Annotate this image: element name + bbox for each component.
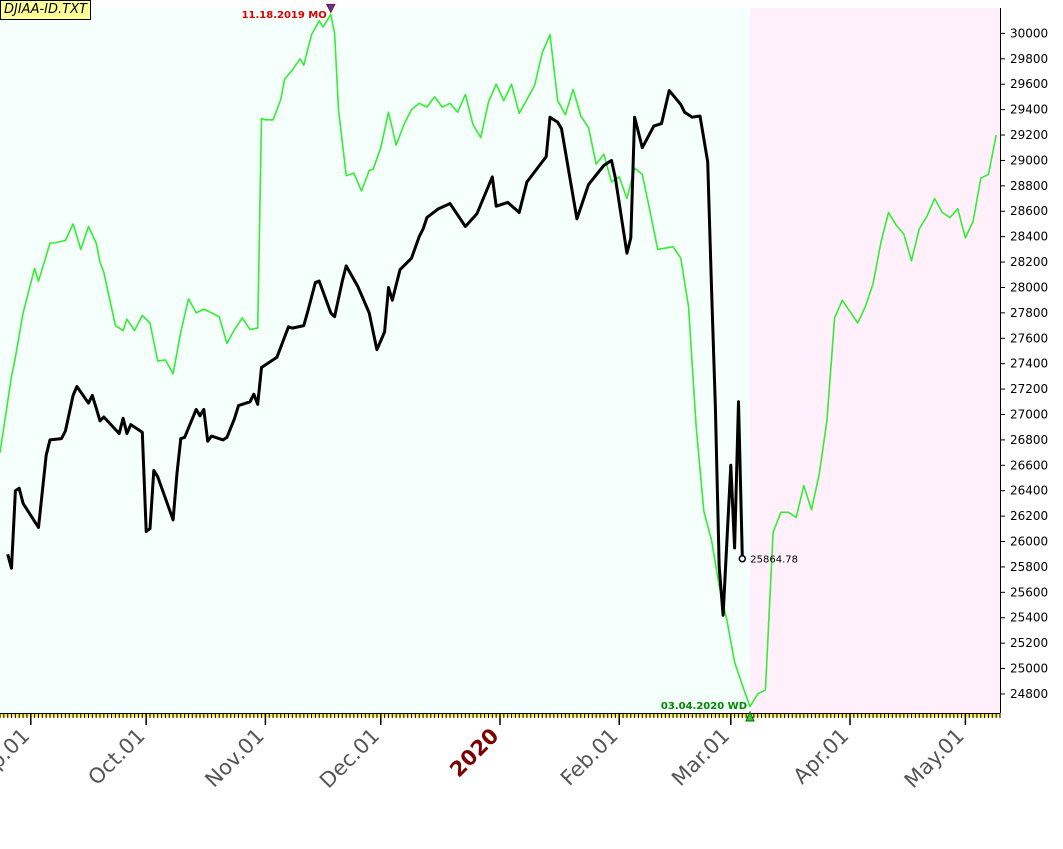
- high-marker-arrow: [325, 3, 336, 14]
- x-tick-label: Mar.01: [667, 724, 734, 791]
- y-tick-label: 27000: [1010, 407, 1048, 421]
- y-tick-label: 25400: [1010, 611, 1048, 625]
- y-tick-label: 27200: [1010, 382, 1048, 396]
- y-tick-label: 27400: [1010, 357, 1048, 371]
- high-label: 11.18.2019 MO: [242, 10, 327, 21]
- y-tick-label: 26800: [1010, 433, 1048, 447]
- y-tick-label: 26200: [1010, 509, 1048, 523]
- y-tick-label: 25000: [1010, 662, 1048, 676]
- y-tick-label: 29200: [1010, 128, 1048, 142]
- last-value-marker: [738, 554, 747, 563]
- annotations: 11.18.2019 MO 03.04.2020 WD 25864.78: [242, 3, 798, 722]
- y-tick-label: 25800: [1010, 560, 1048, 574]
- chart-background: [0, 8, 1000, 713]
- y-tick-label: 29400: [1010, 103, 1048, 117]
- y-tick-label: 25200: [1010, 636, 1048, 650]
- y-tick-label: 24800: [1010, 687, 1048, 701]
- y-tick-label: 28000: [1010, 280, 1048, 294]
- y-tick-label: 26400: [1010, 484, 1048, 498]
- forecast-region: [750, 8, 1000, 713]
- y-tick-label: 29000: [1010, 153, 1048, 167]
- low-marker-arrow: [745, 710, 755, 722]
- y-tick-label: 27600: [1010, 331, 1048, 345]
- y-tick-label: 28400: [1010, 230, 1048, 244]
- x-tick-label: Nov.01: [200, 724, 268, 792]
- x-tick-label: Dec.01: [315, 724, 384, 793]
- x-tick-label: Oct.01: [83, 724, 149, 790]
- x-tick-label: Feb.01: [556, 724, 623, 791]
- price-line: [6, 89, 744, 617]
- past-region: [0, 8, 750, 713]
- file-name-label: DJIAA-ID.TXT: [0, 0, 91, 20]
- y-tick-label: 26600: [1010, 458, 1048, 472]
- y-tick-label: 29800: [1010, 52, 1048, 66]
- y-tick-label: 27800: [1010, 306, 1048, 320]
- last-value-label: 25864.78: [750, 555, 798, 566]
- forecast-line: [0, 13, 997, 708]
- y-tick-label: 25600: [1010, 585, 1048, 599]
- series-lines: [0, 13, 997, 708]
- y-tick-label: 26000: [1010, 535, 1048, 549]
- x-tick-label: Sep.01: [0, 724, 34, 793]
- y-tick-label: 29600: [1010, 77, 1048, 91]
- x-tick-label: 2020: [445, 724, 503, 782]
- y-tick-label: 30000: [1010, 26, 1048, 40]
- y-tick-label: 28200: [1010, 255, 1048, 269]
- x-tick-label: May.01: [900, 724, 969, 793]
- low-label: 03.04.2020 WD: [661, 701, 747, 712]
- x-tick-label: Apr.01: [789, 724, 854, 789]
- y-tick-label: 28800: [1010, 179, 1048, 193]
- y-tick-label: 28600: [1010, 204, 1048, 218]
